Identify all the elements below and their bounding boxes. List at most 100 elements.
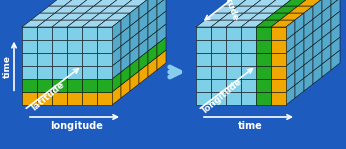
Bar <box>226 53 241 66</box>
Polygon shape <box>298 0 322 6</box>
Polygon shape <box>70 6 94 13</box>
Polygon shape <box>112 20 121 40</box>
Bar <box>82 53 97 66</box>
Bar <box>211 40 226 53</box>
Bar <box>52 66 67 79</box>
Polygon shape <box>286 72 295 92</box>
Polygon shape <box>82 20 106 27</box>
Bar <box>97 66 112 79</box>
Bar <box>22 53 37 66</box>
Bar <box>196 79 211 92</box>
Polygon shape <box>304 45 313 65</box>
Polygon shape <box>115 6 139 13</box>
Bar <box>22 66 37 79</box>
Polygon shape <box>304 32 313 52</box>
Bar <box>37 27 52 40</box>
Polygon shape <box>295 78 304 98</box>
Polygon shape <box>274 6 298 13</box>
Polygon shape <box>157 11 166 31</box>
Bar <box>196 40 211 53</box>
Bar <box>52 92 67 105</box>
Text: time: time <box>238 121 263 131</box>
Polygon shape <box>130 19 139 39</box>
Bar <box>67 79 82 92</box>
Polygon shape <box>100 6 124 13</box>
Polygon shape <box>304 58 313 78</box>
Polygon shape <box>91 13 115 20</box>
Polygon shape <box>241 20 265 27</box>
Polygon shape <box>148 44 157 64</box>
Bar <box>226 27 241 40</box>
Bar <box>37 92 52 105</box>
Polygon shape <box>286 20 295 40</box>
Bar <box>67 40 82 53</box>
Bar <box>226 40 241 53</box>
Polygon shape <box>238 0 262 6</box>
Polygon shape <box>214 6 238 13</box>
Polygon shape <box>139 12 148 32</box>
Polygon shape <box>109 0 133 6</box>
Polygon shape <box>259 6 283 13</box>
Polygon shape <box>139 0 148 19</box>
Polygon shape <box>130 6 139 26</box>
Polygon shape <box>112 33 121 53</box>
Bar <box>196 92 211 105</box>
Polygon shape <box>139 25 148 45</box>
Bar <box>256 79 271 92</box>
Polygon shape <box>61 13 85 20</box>
Polygon shape <box>79 0 103 6</box>
Polygon shape <box>253 0 277 6</box>
Polygon shape <box>313 38 322 58</box>
Bar <box>67 66 82 79</box>
Polygon shape <box>121 65 130 85</box>
Bar <box>256 40 271 53</box>
Bar <box>211 27 226 40</box>
Polygon shape <box>139 51 148 71</box>
Polygon shape <box>157 0 166 5</box>
Polygon shape <box>157 0 166 18</box>
Polygon shape <box>40 6 64 13</box>
Polygon shape <box>250 13 274 20</box>
Bar <box>241 53 256 66</box>
Bar <box>211 79 226 92</box>
Text: latitude: latitude <box>30 80 66 112</box>
Text: longitude: longitude <box>50 121 103 131</box>
Bar <box>22 79 37 92</box>
Polygon shape <box>211 20 235 27</box>
Bar <box>226 66 241 79</box>
Polygon shape <box>295 52 304 72</box>
Bar <box>241 66 256 79</box>
Polygon shape <box>52 20 76 27</box>
Polygon shape <box>196 20 220 27</box>
Bar <box>241 40 256 53</box>
Polygon shape <box>295 65 304 85</box>
Polygon shape <box>139 38 148 58</box>
Polygon shape <box>148 57 157 77</box>
Bar <box>67 27 82 40</box>
Polygon shape <box>130 71 139 91</box>
Bar <box>271 66 286 79</box>
Polygon shape <box>148 31 157 51</box>
Polygon shape <box>331 50 340 70</box>
Bar <box>241 79 256 92</box>
Bar <box>37 66 52 79</box>
Polygon shape <box>94 0 118 6</box>
Polygon shape <box>226 20 250 27</box>
Bar <box>256 92 271 105</box>
Bar <box>211 53 226 66</box>
Polygon shape <box>229 6 253 13</box>
Polygon shape <box>31 13 55 20</box>
Polygon shape <box>286 46 295 66</box>
Bar <box>52 27 67 40</box>
Bar <box>271 53 286 66</box>
Polygon shape <box>322 44 331 64</box>
Polygon shape <box>130 58 139 78</box>
Polygon shape <box>304 19 313 39</box>
Bar <box>82 40 97 53</box>
Polygon shape <box>256 20 280 27</box>
Bar <box>37 79 52 92</box>
Polygon shape <box>331 11 340 31</box>
Bar <box>226 92 241 105</box>
Bar <box>97 40 112 53</box>
Polygon shape <box>322 57 331 77</box>
